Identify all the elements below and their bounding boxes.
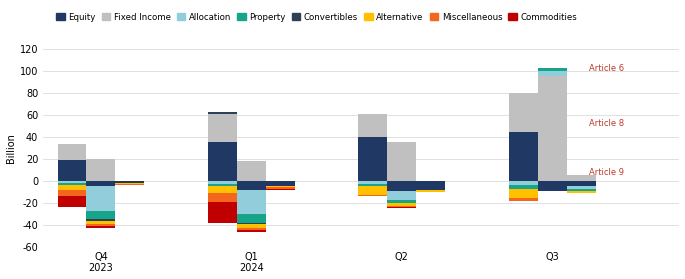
Bar [266,186,295,187]
Legend: Equity, Fixed Income, Allocation, Property, Convertibles, Alternative, Miscellan: Equity, Fixed Income, Allocation, Proper… [53,9,581,25]
Bar [509,181,538,185]
Bar [58,183,86,185]
Bar [416,190,445,192]
Bar [358,137,387,181]
Bar [358,181,387,184]
Bar [237,230,266,232]
Bar [208,112,237,114]
Bar [115,181,145,183]
Bar [387,199,416,203]
Bar [237,161,266,181]
Bar [566,175,595,181]
Bar [387,142,416,181]
Bar [387,206,416,207]
Bar [509,93,538,132]
Bar [237,228,266,230]
Bar [387,207,416,208]
Bar [509,198,538,201]
Bar [358,186,387,195]
Bar [58,185,86,190]
Bar [86,219,115,220]
Bar [58,145,86,160]
Bar [208,114,237,142]
Bar [86,181,115,186]
Bar [387,203,416,206]
Bar [208,184,237,186]
Bar [237,181,266,190]
Bar [208,181,237,184]
Bar [566,189,595,191]
Bar [208,193,237,202]
Bar [509,189,538,198]
Bar [86,211,115,219]
Bar [86,220,115,224]
Y-axis label: Billion: Billion [5,133,16,163]
Bar [566,186,595,189]
Bar [416,181,445,190]
Bar [509,185,538,189]
Bar [237,223,266,224]
Bar [58,181,86,183]
Text: Article 8: Article 8 [589,119,624,128]
Bar [208,142,237,181]
Bar [86,159,115,181]
Bar [538,68,566,71]
Bar [208,186,237,193]
Bar [208,202,237,223]
Text: Article 6: Article 6 [589,64,624,73]
Bar [538,76,566,181]
Bar [58,196,86,207]
Bar [115,184,145,185]
Bar [566,191,595,193]
Bar [58,190,86,196]
Bar [86,186,115,211]
Bar [237,224,266,228]
Bar [86,226,115,228]
Text: Article 9: Article 9 [589,167,624,177]
Bar [358,114,387,137]
Bar [387,181,416,191]
Bar [86,224,115,226]
Bar [358,195,387,196]
Bar [115,183,145,184]
Bar [266,187,295,189]
Bar [266,181,295,186]
Bar [358,184,387,186]
Bar [509,132,538,181]
Bar [538,71,566,76]
Bar [58,160,86,181]
Bar [538,181,566,191]
Bar [566,181,595,186]
Bar [266,189,295,190]
Bar [237,214,266,223]
Bar [387,191,416,199]
Bar [237,190,266,214]
